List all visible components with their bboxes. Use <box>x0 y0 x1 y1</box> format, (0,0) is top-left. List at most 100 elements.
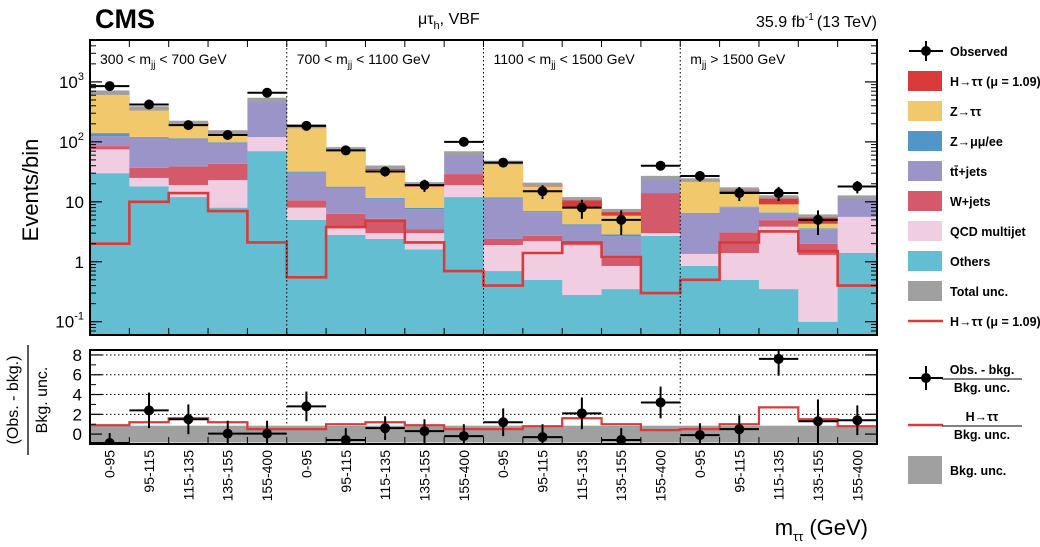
legend-ztt-label: Z→ττ <box>950 105 982 119</box>
bar-ztt-15 <box>680 180 720 213</box>
total-unc-9 <box>444 151 484 156</box>
x-tick-label: 95-115 <box>535 450 551 493</box>
bar-ztt-10 <box>483 162 524 198</box>
ratio-legend-unc-label: Bkg. unc. <box>950 464 1006 478</box>
ratio-y-tick-label: 4 <box>73 386 82 405</box>
ratio-y-tick-label: 6 <box>73 366 82 385</box>
bar-wjets-8 <box>404 229 445 234</box>
bar-wjets-13 <box>601 258 642 266</box>
legend-wjets-label: W+jets <box>950 195 991 209</box>
ratio-point-14 <box>655 397 666 408</box>
ratio-point-5 <box>301 401 312 412</box>
ratio-point-17 <box>773 353 784 364</box>
y-axis-title: Events/bin <box>18 139 43 242</box>
bar-ttbar-4 <box>247 99 288 138</box>
x-tick-label: 135-155 <box>613 450 629 502</box>
region-label: 1100 < mjj < 1500 GeV <box>494 51 636 71</box>
bar-others-18 <box>798 321 839 335</box>
bar-ztt-1 <box>129 109 170 137</box>
ratio-point-13 <box>616 435 627 444</box>
bar-ttbar-15 <box>680 213 720 254</box>
ratio-point-7 <box>380 423 391 434</box>
x-axis-title: mττ (GeV) <box>775 515 868 544</box>
bar-others-0 <box>90 173 130 335</box>
x-tick-label: 95-115 <box>141 450 157 493</box>
bar-wjets-10 <box>483 238 524 246</box>
bar-qcd-9 <box>444 185 484 198</box>
legend-totunc-swatch <box>908 281 942 301</box>
y-tick-label: 10 <box>65 193 84 212</box>
bar-qcd-14 <box>640 233 681 236</box>
legend-sigline-label: H→ττ (μ = 1.09) <box>950 315 1040 329</box>
ratio-point-15 <box>694 430 705 441</box>
total-unc-4 <box>247 97 287 103</box>
bar-qcd-19 <box>837 216 877 253</box>
bar-zll-7 <box>365 197 406 199</box>
total-unc-11 <box>522 182 563 187</box>
bar-wjets-7 <box>365 218 406 234</box>
bar-zll-12 <box>562 224 602 226</box>
bar-wjets-6 <box>326 213 366 229</box>
ratio-y-axis-title: (Obs. - bkg.) <box>5 356 22 445</box>
y-tick-label: 102 <box>59 131 84 152</box>
bar-zll-11 <box>522 211 563 213</box>
bar-zll-8 <box>404 207 445 210</box>
region-label: mjj > 1500 GeV <box>690 51 786 71</box>
observed-point-6 <box>340 145 351 156</box>
bar-wjets-18 <box>798 243 839 255</box>
bar-ttbar-3 <box>208 143 248 164</box>
legend-htt-swatch <box>908 71 942 91</box>
total-unc-12 <box>562 197 602 201</box>
x-tick-label: 115-135 <box>574 450 590 501</box>
bar-wjets-1 <box>129 167 170 178</box>
ratio-point-8 <box>419 426 430 437</box>
x-tick-label: 115-135 <box>180 450 196 501</box>
ratio-point-16 <box>734 424 745 435</box>
y-tick-label: 10-1 <box>55 311 84 332</box>
ratio-point-12 <box>576 408 587 419</box>
ratio-y-tick-label: 2 <box>73 405 82 424</box>
bar-others-14 <box>640 235 681 335</box>
bar-ttbar-17 <box>758 212 799 221</box>
observed-point-8 <box>419 180 430 191</box>
bar-qcd-17 <box>758 226 799 290</box>
observed-point-9 <box>458 136 469 147</box>
bar-zll-1 <box>129 136 170 138</box>
bar-ttbar-12 <box>562 225 602 242</box>
bar-ttbar-18 <box>798 229 839 244</box>
observed-point-10 <box>498 157 509 168</box>
observed-point-1 <box>144 99 155 110</box>
ratio-point-9 <box>458 431 469 442</box>
bar-zll-10 <box>483 197 524 199</box>
bar-wjets-11 <box>522 235 563 242</box>
x-tick-label: 155-400 <box>456 450 472 502</box>
ratio-point-11 <box>537 432 548 443</box>
bar-qcd-2 <box>168 185 209 198</box>
bar-zll-5 <box>286 171 327 173</box>
observed-point-12 <box>576 202 587 213</box>
ratio-point-3 <box>222 428 233 439</box>
ratio-point-0 <box>104 438 115 444</box>
legend-others-swatch <box>908 251 942 271</box>
legend-zll-swatch <box>908 131 942 151</box>
observed-point-16 <box>734 188 745 199</box>
y-tick-label: 103 <box>59 71 84 92</box>
x-tick-label: 155-400 <box>259 450 275 502</box>
bar-qcd-6 <box>326 228 366 235</box>
bar-qcd-5 <box>286 207 327 220</box>
x-tick-label: 95-115 <box>338 450 354 493</box>
x-tick-label: 115-135 <box>771 450 787 501</box>
ratio-legend-obs-den: Bkg. unc. <box>954 381 1010 395</box>
bar-ttbar-5 <box>286 172 327 201</box>
stack-group <box>90 90 877 335</box>
bar-others-9 <box>444 197 484 335</box>
legend-qcd-swatch <box>908 221 942 241</box>
observed-point-3 <box>222 130 233 141</box>
bar-wjets-14 <box>640 193 681 234</box>
bar-qcd-11 <box>522 241 563 280</box>
ratio-point-19 <box>852 415 863 426</box>
x-tick-label: 0-95 <box>102 450 118 478</box>
bar-zll-16 <box>719 206 760 208</box>
x-tick-label: 135-155 <box>810 450 826 502</box>
